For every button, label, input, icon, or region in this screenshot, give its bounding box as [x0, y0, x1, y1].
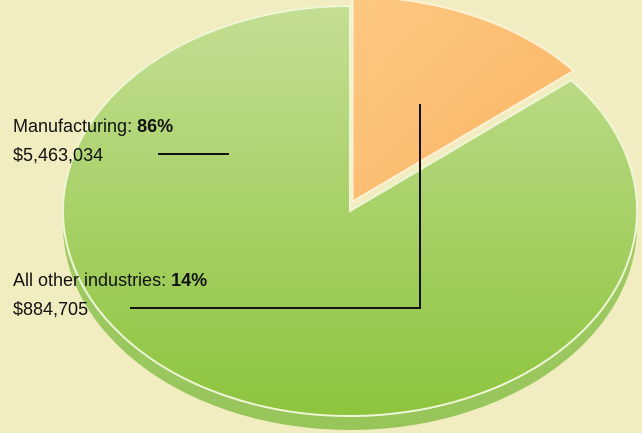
- label-all-other-industries: All other industries: 14%: [13, 270, 207, 290]
- leader-line-all-other-industries: [130, 104, 421, 309]
- value-manufacturing: $5,463,034: [13, 145, 103, 165]
- label-manufacturing: Manufacturing: 86%: [13, 116, 173, 136]
- pie-slice-manufacturing: [61, 4, 638, 417]
- label-all-other-industries-percent: 14%: [171, 270, 207, 290]
- value-all-other-industries: $884,705: [13, 299, 88, 319]
- label-manufacturing-percent: 86%: [137, 116, 173, 136]
- label-manufacturing-name: Manufacturing:: [13, 116, 137, 136]
- label-all-other-industries-name: All other industries:: [13, 270, 171, 290]
- pie-slice-all-other-industries: [351, 0, 576, 204]
